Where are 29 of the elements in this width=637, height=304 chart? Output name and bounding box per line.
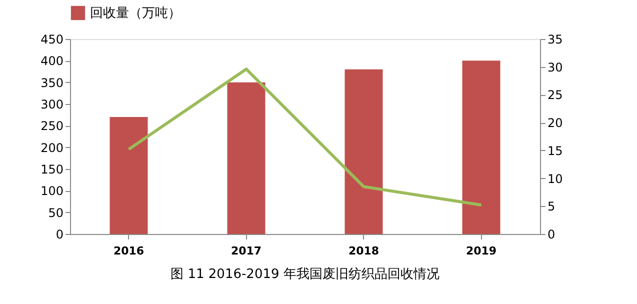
x-tick-label: 2017 [230,244,262,258]
line-series [127,68,483,207]
y-tick-label: 450 [40,32,64,46]
bar [462,60,500,234]
y-tick-label: 50 [48,206,64,220]
y-tick-label: 400 [40,54,64,68]
y-tick-label: 150 [40,162,64,176]
y2-tick-label: 25 [548,88,563,102]
y2-tick-label: 35 [548,32,563,46]
legend-label: 回收量（万吨） [90,6,181,21]
y-tick-label: 200 [40,140,64,155]
bar [344,69,383,234]
y2-tick-label: 20 [548,116,563,130]
y2-tick-label: 0 [548,228,556,242]
x-tick-label: 2019 [466,244,497,258]
y-tick-label: 0 [56,228,64,242]
x-tick-label: 2016 [113,244,144,258]
bar [227,82,266,234]
x-tick-label: 2018 [348,244,380,258]
y2-tick-label: 30 [548,60,563,74]
y2-tick-label: 10 [548,172,563,186]
y-tick-label: 300 [40,98,64,112]
y-tick-label: 250 [40,119,64,134]
y2-tick-label: 15 [548,144,563,158]
y-tick-label: 350 [40,76,64,90]
text: 图 11 2016-2019 年我国废旧纺织品回收情况 [170,267,440,282]
y2-tick-label: 5 [548,200,556,214]
y-tick-label: 100 [40,184,64,198]
bar [110,117,148,234]
